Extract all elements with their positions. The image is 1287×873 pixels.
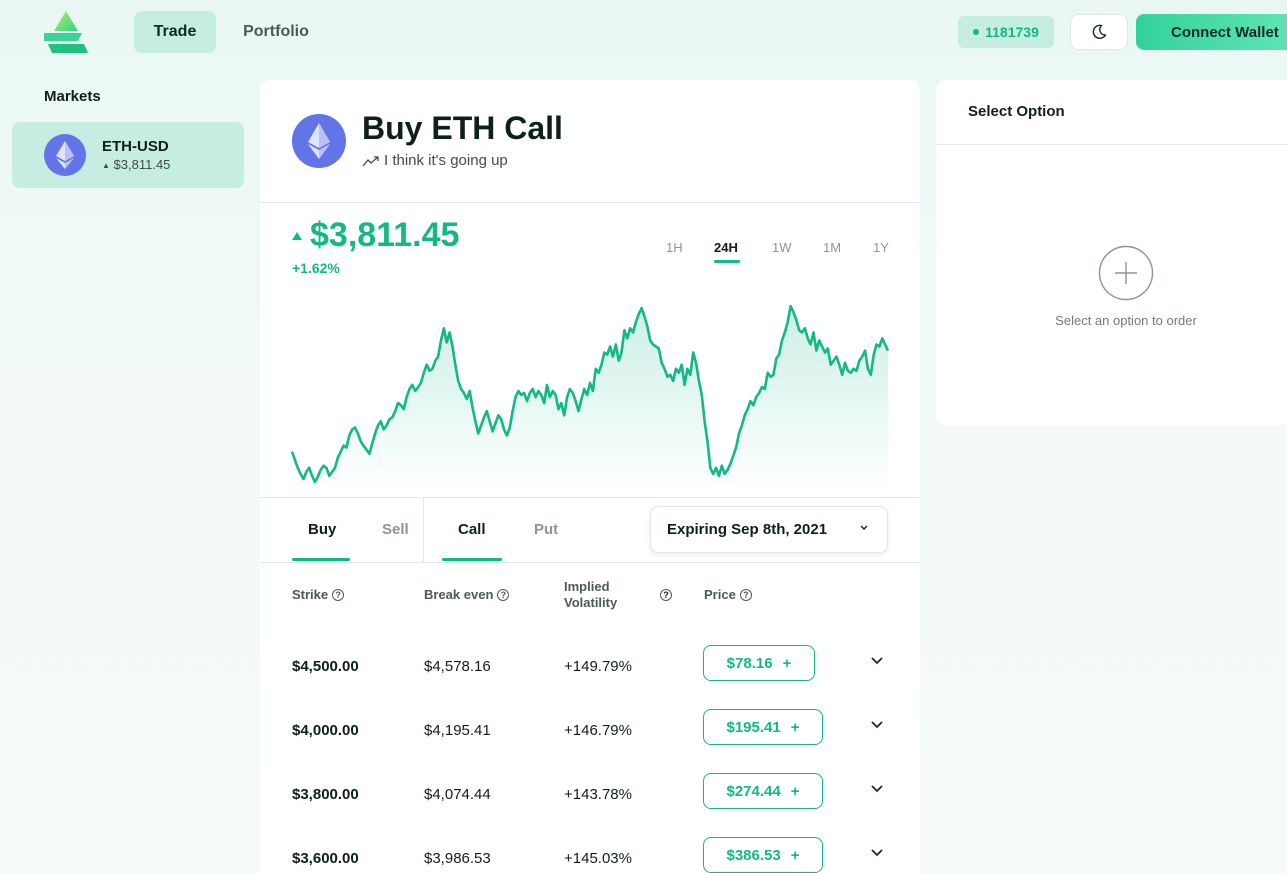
expiry-select[interactable]: Expiring Sep 8th, 2021 (650, 506, 888, 553)
moon-icon (1092, 24, 1107, 39)
column-header-break-even: Break even ? (424, 587, 510, 602)
plus-circle-icon (1098, 245, 1154, 301)
iv-cell: +146.79% (564, 722, 632, 739)
range-tab-1m[interactable]: 1M (823, 240, 842, 255)
price-button-label: $274.44 (726, 782, 781, 800)
block-number-badge: 1181739 (958, 16, 1054, 48)
divider (260, 562, 920, 563)
page-subtitle: I think it's going up (362, 152, 508, 169)
tab-active-indicator (292, 558, 350, 561)
divider (260, 202, 920, 203)
break-even-cell: $4,578.16 (424, 658, 491, 675)
break-even-cell: $3,986.53 (424, 850, 491, 867)
market-name: ETH-USD (102, 138, 169, 155)
help-icon[interactable]: ? (739, 588, 752, 601)
theme-toggle-button[interactable] (1070, 14, 1128, 50)
break-even-cell: $4,195.41 (424, 722, 491, 739)
ethereum-icon (44, 134, 86, 176)
chart-area (292, 306, 888, 490)
strike-cell: $3,800.00 (292, 786, 359, 803)
range-active-indicator (714, 260, 740, 263)
expiry-value: Expiring Sep 8th, 2021 (667, 521, 828, 538)
price-button-label: $78.16 (726, 654, 773, 672)
plus-icon: + (790, 718, 800, 736)
range-tab-1h[interactable]: 1H (666, 240, 683, 255)
chevron-down-icon[interactable] (870, 720, 884, 730)
trade-card: Buy ETH Call I think it's going up $3,81… (260, 80, 920, 873)
header-label: Implied (564, 579, 610, 594)
price-button[interactable]: $78.16 + (703, 645, 815, 681)
plus-icon: + (782, 654, 792, 672)
column-header-strike: Strike ? (292, 587, 345, 602)
table-row[interactable]: $3,600.00 $3,986.53 +145.03% $386.53 + (260, 830, 920, 873)
up-triangle-icon (292, 231, 302, 240)
market-price-value: $3,811.45 (113, 157, 171, 172)
chevron-down-icon[interactable] (870, 848, 884, 858)
divider (260, 497, 920, 498)
price-button[interactable]: $195.41 + (703, 709, 823, 745)
iv-cell: +149.79% (564, 658, 632, 675)
market-price: ▲ $3,811.45 (102, 157, 170, 172)
help-icon[interactable]: ? (660, 589, 672, 601)
markets-title: Markets (44, 88, 101, 105)
strike-cell: $3,600.00 (292, 850, 359, 867)
iv-cell: +143.78% (564, 786, 632, 803)
order-panel-hint: Select an option to order (1055, 313, 1197, 328)
header-label: Price (704, 587, 736, 602)
price-button-label: $195.41 (726, 718, 781, 736)
status-dot-icon (973, 29, 980, 35)
iv-cell: +145.03% (564, 850, 632, 867)
tab-put[interactable]: Put (534, 521, 559, 538)
tab-sell[interactable]: Sell (382, 521, 409, 538)
price-change: +1.62% (292, 260, 340, 276)
subtitle-text: I think it's going up (384, 152, 508, 169)
plus-icon: + (790, 782, 800, 800)
current-price: $3,811.45 (292, 216, 459, 255)
nav-trade[interactable]: Trade (134, 11, 216, 53)
price-button[interactable]: $386.53 + (703, 837, 823, 873)
header-label: Break even (424, 587, 494, 602)
chevron-down-icon (860, 525, 868, 531)
help-icon[interactable]: ? (497, 588, 510, 601)
strike-cell: $4,500.00 (292, 658, 359, 675)
trending-up-icon (362, 155, 379, 166)
tab-separator (423, 498, 424, 562)
price-button-label: $386.53 (726, 846, 781, 864)
market-item-eth-usd[interactable]: ETH-USD ▲ $3,811.45 (12, 122, 244, 188)
range-tab-24h[interactable]: 24H (714, 240, 738, 255)
header-label: Volatility (564, 595, 618, 610)
chevron-down-icon[interactable] (870, 656, 884, 666)
range-tab-1w[interactable]: 1W (772, 240, 792, 255)
break-even-cell: $4,074.44 (424, 786, 491, 803)
order-panel: Select Option Select an option to order (936, 80, 1287, 425)
page-title: Buy ETH Call (362, 110, 563, 146)
nav-portfolio[interactable]: Portfolio (243, 23, 309, 40)
ethereum-icon (292, 114, 346, 168)
strike-cell: $4,000.00 (292, 722, 359, 739)
header-label: Strike (292, 587, 329, 602)
column-header-price: Price ? (704, 587, 752, 602)
up-triangle-icon: ▲ (102, 161, 110, 170)
column-header-iv: Implied Volatility (564, 579, 617, 611)
order-panel-title: Select Option (968, 103, 1065, 120)
price-value: $3,811.45 (310, 216, 460, 254)
plus-icon: + (790, 846, 800, 864)
table-row[interactable]: $3,800.00 $4,074.44 +143.78% $274.44 + (260, 766, 920, 830)
table-row[interactable]: $4,000.00 $4,195.41 +146.79% $195.41 + (260, 702, 920, 766)
price-chart[interactable] (260, 290, 920, 490)
chevron-down-icon[interactable] (870, 784, 884, 794)
connect-wallet-button[interactable]: Connect Wallet (1136, 14, 1287, 50)
price-button[interactable]: $274.44 + (703, 773, 823, 809)
tab-buy[interactable]: Buy (308, 521, 337, 538)
tab-call[interactable]: Call (458, 521, 486, 538)
divider (936, 144, 1287, 145)
app-logo[interactable] (44, 11, 88, 53)
chart-line (290, 304, 890, 484)
tab-active-indicator (442, 558, 502, 561)
help-icon[interactable]: ? (332, 588, 345, 601)
range-tab-1y[interactable]: 1Y (873, 240, 889, 255)
block-number: 1181739 (985, 24, 1039, 40)
table-row[interactable]: $4,500.00 $4,578.16 +149.79% $78.16 + (260, 638, 920, 702)
